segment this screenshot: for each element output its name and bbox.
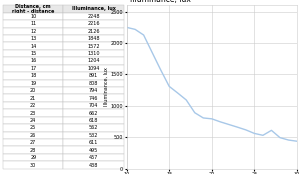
Y-axis label: Illuminance, lux: Illuminance, lux [104, 68, 109, 106]
Text: Illuminance, lux: Illuminance, lux [130, 0, 191, 5]
